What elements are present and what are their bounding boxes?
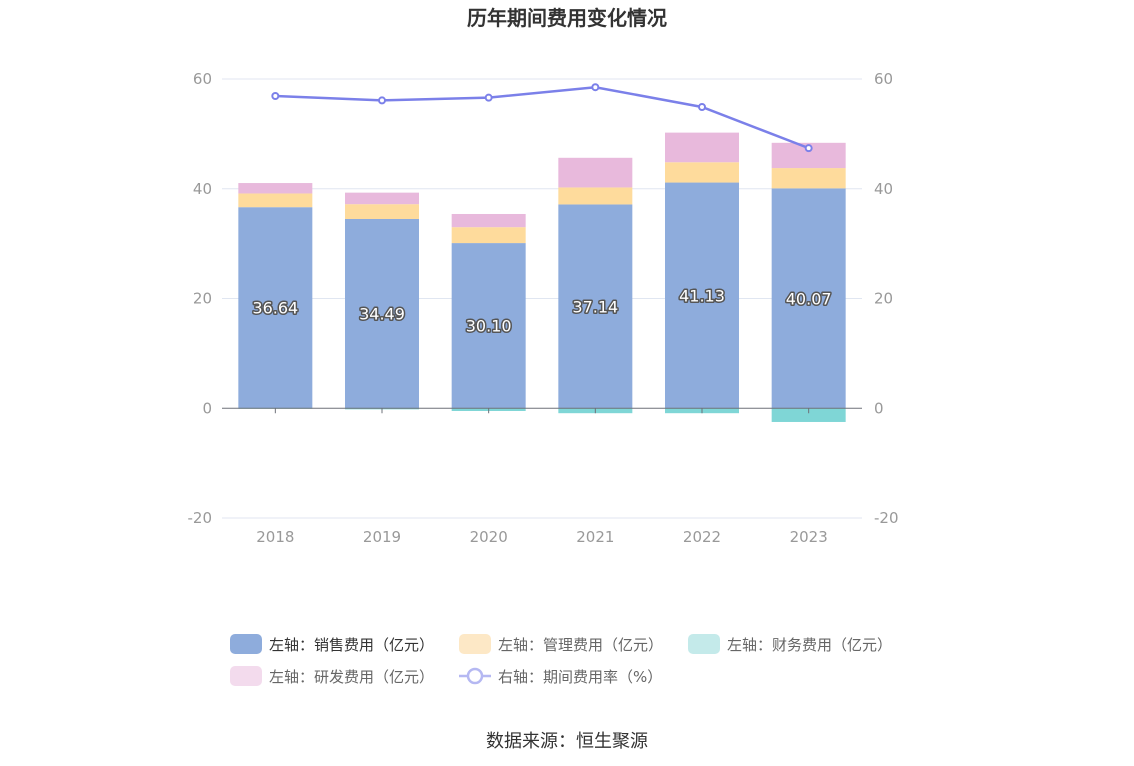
bar-rd-2020[interactable] — [451, 213, 526, 228]
x-axis-labels: 2018 2019 2020 2021 2022 2023 — [256, 528, 828, 546]
bar-finance-2023[interactable] — [771, 408, 846, 422]
bar-sales-2023[interactable] — [771, 188, 846, 409]
rate-line-series[interactable] — [271, 83, 813, 153]
rate-point-2022[interactable] — [698, 102, 706, 111]
y-tick-right: -20 — [874, 509, 899, 527]
chart-title: 历年期间费用变化情况 — [467, 6, 667, 30]
legend-swatch-marker — [466, 667, 484, 685]
legend-item-4[interactable]: 右轴：期间费用率（%） — [459, 667, 662, 686]
legend-swatch — [688, 634, 720, 654]
y-tick-left: -20 — [188, 509, 213, 527]
bar-admin-2019[interactable] — [345, 204, 419, 219]
legend[interactable]: 左轴：销售费用（亿元） 左轴：管理费用（亿元） 左轴：财务费用（亿元） 左轴：研发费用… — [230, 634, 892, 686]
bar-label-2018: 36.64 — [252, 299, 298, 318]
bar-label-2019: 34.49 — [359, 305, 405, 324]
bar-admin-2023[interactable] — [771, 168, 846, 189]
x-tick-label: 2019 — [363, 528, 401, 546]
y-tick-right: 60 — [874, 70, 893, 88]
grid-lines — [222, 78, 862, 519]
bar-rd-2022[interactable] — [665, 132, 739, 163]
y-tick-left: 60 — [193, 70, 212, 88]
y-tick-left: 40 — [193, 180, 212, 198]
legend-swatch — [230, 634, 262, 654]
legend-item-3[interactable]: 左轴：研发费用（亿元） — [230, 666, 434, 686]
x-axis — [222, 407, 862, 414]
bar-label-2023: 40.07 — [786, 289, 832, 308]
y-axis-right: -20 0 20 40 60 — [874, 70, 899, 527]
bar-sales-2018[interactable] — [238, 207, 313, 409]
legend-swatch — [230, 666, 262, 686]
bar-data-labels: 36.64 34.49 30.10 37.14 41.13 40.07 — [251, 285, 833, 337]
bar-label-2020: 30.10 — [466, 317, 512, 336]
x-tick-label: 2018 — [256, 528, 294, 546]
bar-sales-2020[interactable] — [451, 243, 526, 409]
y-tick-right: 0 — [874, 399, 884, 417]
rate-point-2023[interactable] — [804, 144, 813, 153]
bar-sales-2022[interactable] — [665, 182, 739, 409]
bar-rd-2018[interactable] — [238, 183, 313, 194]
legend-label: 左轴：销售费用（亿元） — [269, 636, 434, 654]
legend-item-2[interactable]: 左轴：财务费用（亿元） — [688, 634, 892, 654]
legend-item-1[interactable]: 左轴：管理费用（亿元） — [459, 634, 663, 654]
bar-rd-2021[interactable] — [558, 157, 633, 188]
legend-item-0[interactable]: 左轴：销售费用（亿元） — [230, 634, 434, 654]
legend-label: 右轴：期间费用率（%） — [498, 668, 662, 686]
bar-admin-2021[interactable] — [558, 187, 633, 205]
y-tick-right: 20 — [874, 290, 893, 308]
bar-admin-2022[interactable] — [665, 162, 739, 183]
bar-label-2021: 37.14 — [572, 297, 618, 316]
x-tick-label: 2022 — [683, 528, 721, 546]
bar-sales-2019[interactable] — [345, 218, 419, 409]
rate-point-2021[interactable] — [591, 83, 600, 92]
rate-point-2020[interactable] — [484, 93, 493, 102]
bar-series[interactable] — [238, 132, 846, 422]
y-tick-left: 20 — [193, 290, 212, 308]
x-tick-label: 2023 — [790, 528, 828, 546]
x-tick-label: 2021 — [576, 528, 614, 546]
bar-sales-2021[interactable] — [558, 204, 633, 409]
bar-label-2022: 41.13 — [679, 286, 725, 305]
rate-point-2018[interactable] — [271, 92, 280, 101]
rate-point-2019[interactable] — [378, 96, 386, 105]
bar-admin-2018[interactable] — [238, 193, 313, 208]
legend-label: 左轴：财务费用（亿元） — [727, 636, 892, 654]
bar-rd-2019[interactable] — [345, 192, 419, 205]
y-axis-left: -20 0 20 40 60 — [188, 70, 213, 527]
y-tick-right: 40 — [874, 180, 893, 198]
y-tick-left: 0 — [202, 399, 212, 417]
legend-label: 左轴：研发费用（亿元） — [269, 668, 434, 686]
rate-line — [275, 85, 810, 150]
source-label: 数据来源：恒生聚源 — [486, 731, 648, 752]
legend-swatch — [459, 634, 491, 654]
x-tick-label: 2020 — [470, 528, 508, 546]
legend-label: 左轴：管理费用（亿元） — [498, 636, 663, 654]
bar-admin-2020[interactable] — [451, 227, 526, 244]
